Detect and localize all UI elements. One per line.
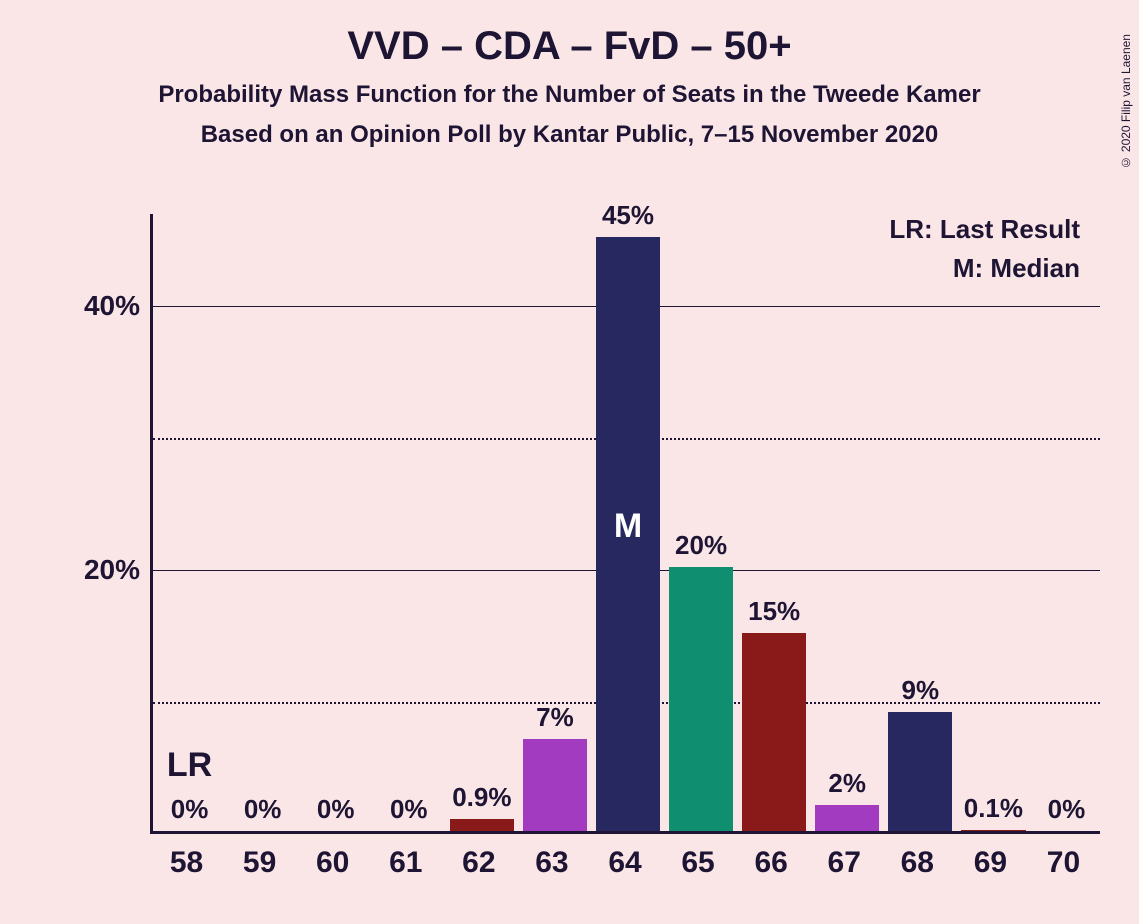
bar-slot: 0%	[230, 214, 294, 831]
bar-value-label: 7%	[510, 702, 600, 733]
bar	[961, 830, 1025, 831]
legend: LR: Last Result M: Median	[889, 214, 1080, 284]
bar-slot: 0%	[1034, 214, 1098, 831]
bar-value-label: 2%	[802, 768, 892, 799]
bar-slot: 0.9%	[450, 214, 514, 831]
plot-area: 0%LR0%0%0%0.9%7%45%M20%15%2%9%0.1%0% LR:…	[150, 214, 1100, 834]
y-tick-label: 40%	[80, 290, 140, 322]
bar-slot: 45%M	[596, 214, 660, 831]
bar	[669, 567, 733, 831]
x-tick-label: 58	[147, 846, 227, 880]
x-tick-label: 60	[293, 846, 373, 880]
bar-slot: 7%	[523, 214, 587, 831]
bar	[742, 633, 806, 831]
chart-subtitle-2: Based on an Opinion Poll by Kantar Publi…	[0, 121, 1139, 149]
chart-title: VVD – CDA – FvD – 50+	[0, 24, 1139, 69]
bar-value-label: 45%	[583, 200, 673, 231]
chart-subtitle-1: Probability Mass Function for the Number…	[0, 81, 1139, 109]
bars-container: 0%LR0%0%0%0.9%7%45%M20%15%2%9%0.1%0%	[153, 214, 1100, 831]
bar-slot: 15%	[742, 214, 806, 831]
bar-slot: 0%	[304, 214, 368, 831]
x-tick-label: 65	[658, 846, 738, 880]
bar-value-label: 0.9%	[437, 782, 527, 813]
x-tick-label: 66	[731, 846, 811, 880]
x-tick-label: 64	[585, 846, 665, 880]
x-tick-label: 61	[366, 846, 446, 880]
copyright-text: © 2020 Filip van Laenen	[1119, 34, 1133, 169]
y-tick-label: 20%	[80, 554, 140, 586]
bar-slot: 0.1%	[961, 214, 1025, 831]
bar-slot: 9%	[888, 214, 952, 831]
bar	[888, 712, 952, 831]
bar-slot: 0%LR	[157, 214, 221, 831]
bar	[815, 805, 879, 831]
bar	[523, 739, 587, 831]
bar-value-label: 9%	[875, 675, 965, 706]
bar-slot: 20%	[669, 214, 733, 831]
bar-slot: 0%	[377, 214, 441, 831]
x-tick-label: 69	[950, 846, 1030, 880]
median-mark: M	[614, 507, 642, 546]
chart-area: 0%LR0%0%0%0.9%7%45%M20%15%2%9%0.1%0% LR:…	[80, 214, 1100, 904]
lr-mark: LR	[167, 746, 212, 785]
bar-value-label: 20%	[656, 530, 746, 561]
bar-value-label: 15%	[729, 596, 819, 627]
legend-m: M: Median	[889, 253, 1080, 284]
x-tick-label: 70	[1023, 846, 1103, 880]
bar-value-label: 0%	[1021, 794, 1111, 825]
x-tick-label: 59	[220, 846, 300, 880]
bar	[450, 819, 514, 831]
x-tick-label: 63	[512, 846, 592, 880]
x-tick-label: 68	[877, 846, 957, 880]
bar-slot: 2%	[815, 214, 879, 831]
x-tick-label: 62	[439, 846, 519, 880]
x-tick-label: 67	[804, 846, 884, 880]
legend-lr: LR: Last Result	[889, 214, 1080, 245]
